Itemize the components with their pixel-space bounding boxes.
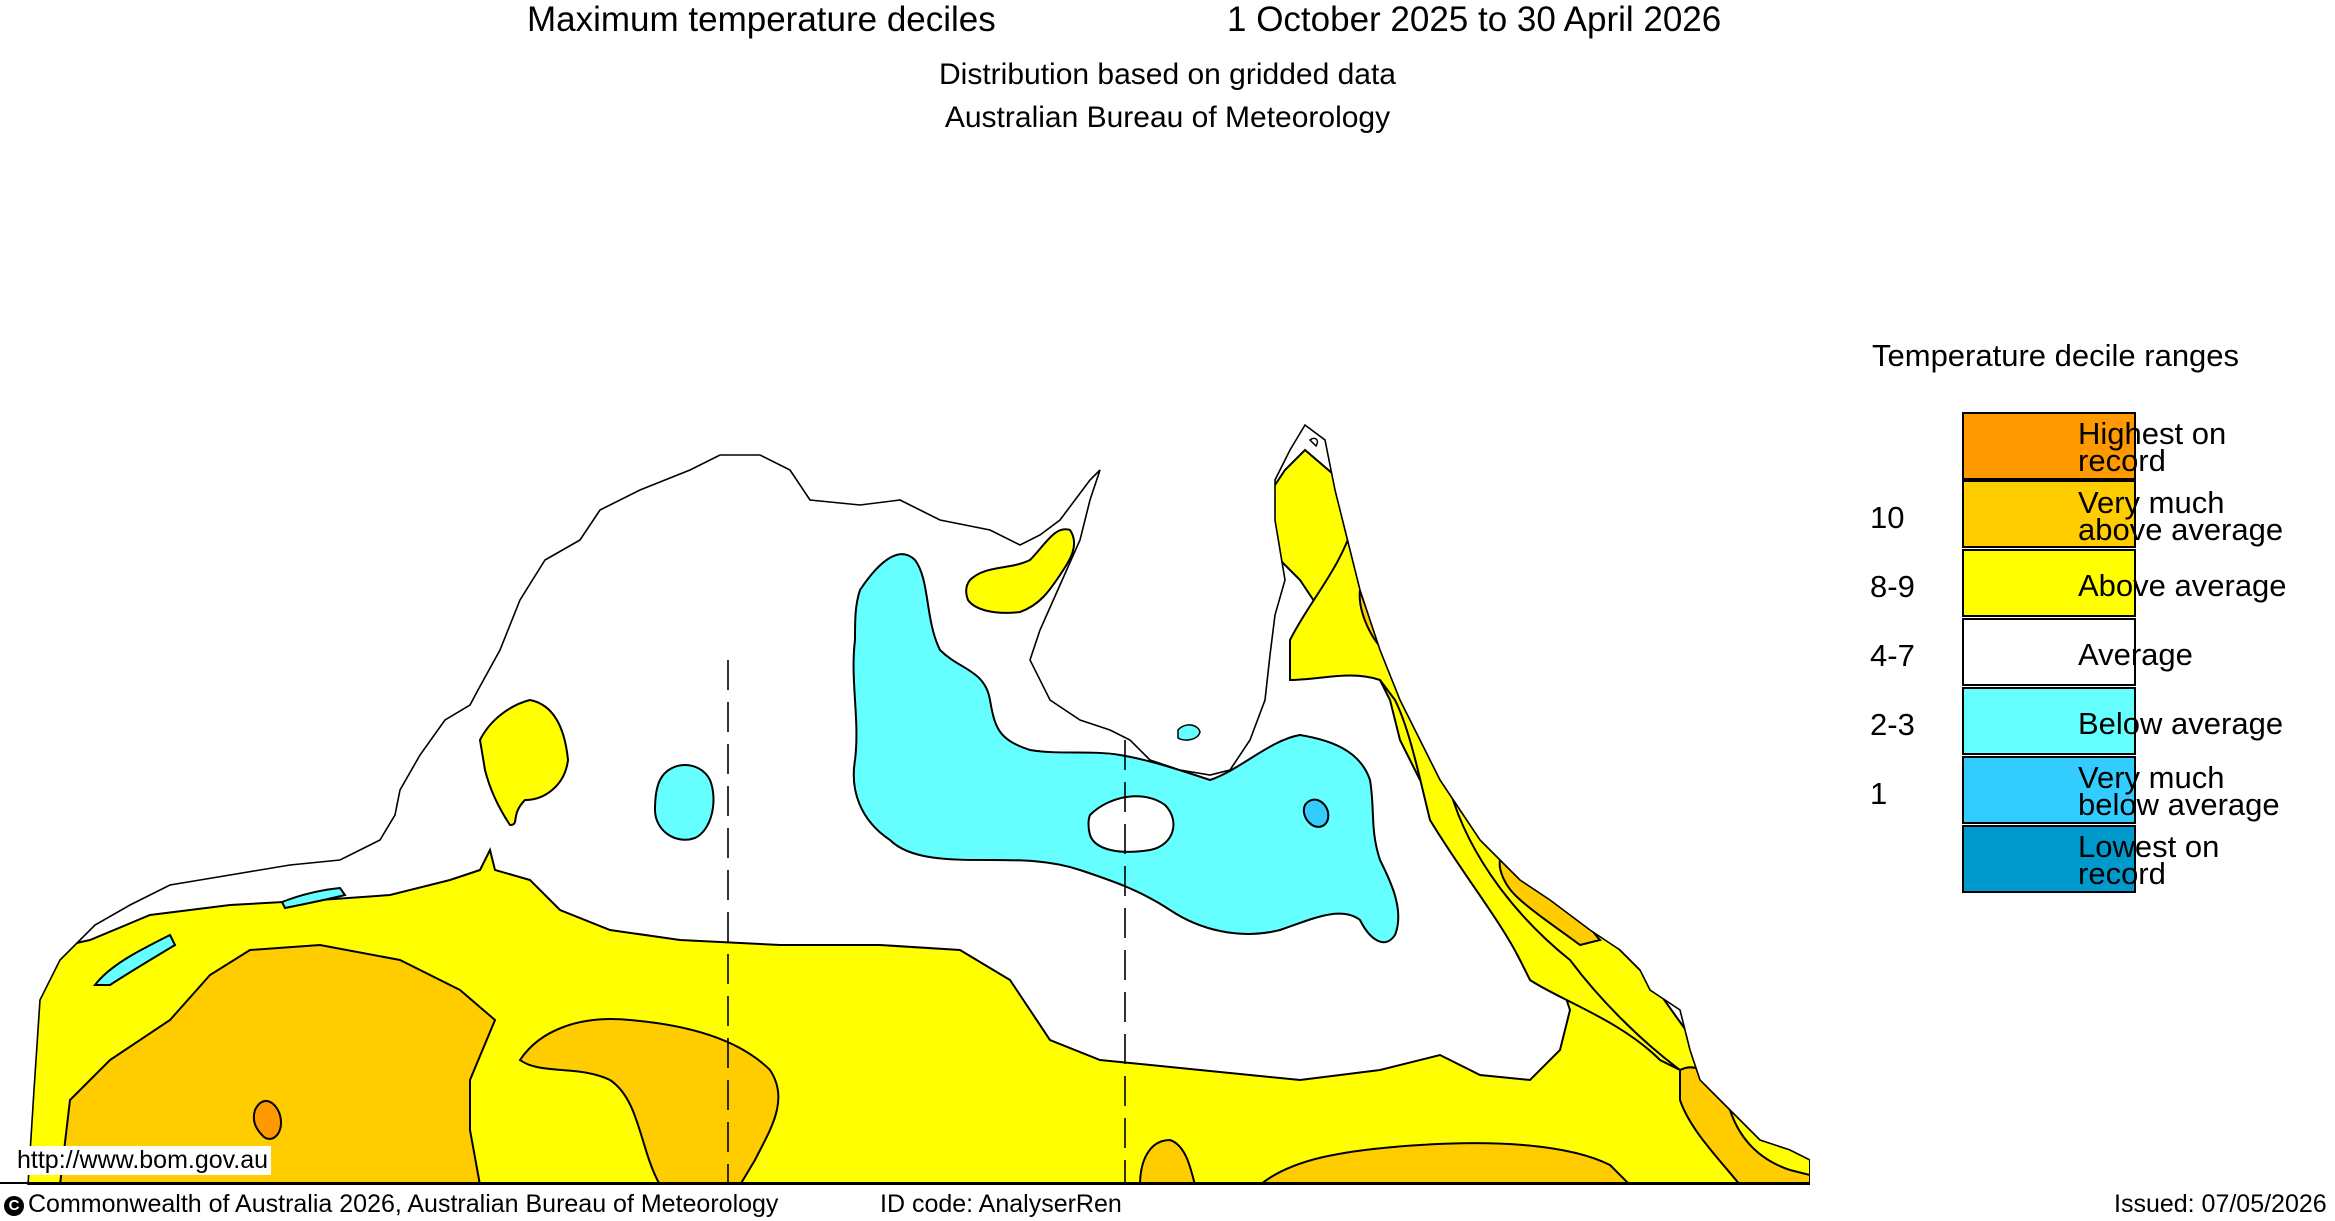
legend-label-very-much-below: Very much below average (2078, 760, 2280, 822)
copyright-icon: C (4, 1196, 24, 1216)
below-average-region-kimberley-nt (653, 764, 715, 841)
below-average-region-gulf (852, 553, 1400, 944)
below-average-region-pilbara-coast-2 (280, 886, 347, 910)
very-much-above-average-region-west (58, 943, 497, 1185)
footer-issued-date: Issued: 07/05/2026 (2114, 1190, 2327, 1218)
legend-swatch-very-much-above (1962, 480, 2136, 548)
legend-swatch-lowest-on-record (1962, 825, 2136, 893)
footer-copyright: C Commonwealth of Australia 2026, Austral… (4, 1190, 778, 1219)
very-much-above-average-region-central (518, 1018, 780, 1185)
legend-title: Temperature decile ranges (1872, 338, 2240, 373)
legend-label-average: Average (2078, 637, 2193, 672)
decile-map (0, 423, 1810, 1185)
island-groote (1177, 724, 1201, 741)
legend-label-below: Below average (2078, 706, 2284, 741)
copyright-text: Commonwealth of Australia 2026, Australi… (28, 1190, 779, 1218)
legend-range-10: 10 (1870, 500, 1905, 535)
above-average-region-kimberley (478, 698, 570, 827)
average-hole-gulf (1087, 795, 1175, 853)
legend-label-very-much-above: Very much above average (2078, 485, 2284, 547)
legend-label-lowest: Lowest on record (2078, 829, 2220, 891)
very-much-above-average-region-southeast-2 (1257, 1142, 1633, 1185)
legend-swatch-above (1962, 549, 2136, 617)
map-subtitle-distribution: Distribution based on gridded data (939, 58, 1396, 91)
legend-label-above: Above average (2078, 568, 2287, 603)
highest-on-record-spot (252, 1100, 282, 1140)
legend-range-8-9: 8-9 (1870, 569, 1915, 604)
very-much-below-average-spot (1302, 798, 1330, 828)
map-subtitle-agency: Australian Bureau of Meteorology (944, 101, 1391, 134)
map-title: Maximum temperature deciles (527, 0, 996, 39)
map-period: 1 October 2025 to 30 April 2026 (1227, 0, 1722, 39)
legend-swatch-below (1962, 687, 2136, 755)
legend-swatch-very-much-below (1962, 756, 2136, 824)
legend-range-4-7: 4-7 (1870, 638, 1915, 673)
very-much-above-average-region-southeast (1138, 1138, 1197, 1185)
coastline (27, 423, 1810, 1185)
footer-id-code: ID code: AnalyserRen (880, 1190, 1122, 1218)
legend-swatch-highest-on-record (1962, 412, 2136, 480)
legend-swatch-average (1962, 618, 2136, 686)
legend-label-highest: Highest on record (2078, 416, 2227, 478)
below-average-region-pilbara-coast (92, 933, 177, 986)
island-torres (1308, 437, 1319, 448)
above-average-region-arnhem (965, 528, 1076, 614)
legend-range-2-3: 2-3 (1870, 707, 1915, 742)
legend-range-1: 1 (1870, 776, 1888, 811)
bom-url-link[interactable]: http://www.bom.gov.au (14, 1146, 272, 1175)
